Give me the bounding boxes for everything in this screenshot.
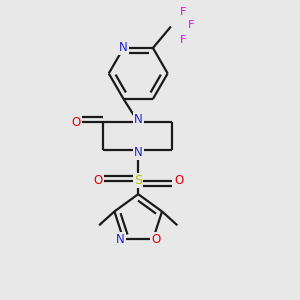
Text: N: N bbox=[134, 146, 142, 159]
Text: S: S bbox=[134, 174, 142, 188]
Text: F: F bbox=[188, 20, 195, 30]
Text: N: N bbox=[116, 233, 125, 246]
Text: F: F bbox=[179, 7, 186, 17]
Text: N: N bbox=[119, 41, 128, 54]
Text: O: O bbox=[93, 174, 103, 188]
Text: O: O bbox=[151, 233, 160, 246]
Text: N: N bbox=[134, 113, 142, 126]
Text: O: O bbox=[174, 174, 183, 188]
Text: F: F bbox=[179, 35, 186, 45]
Text: O: O bbox=[71, 116, 80, 128]
